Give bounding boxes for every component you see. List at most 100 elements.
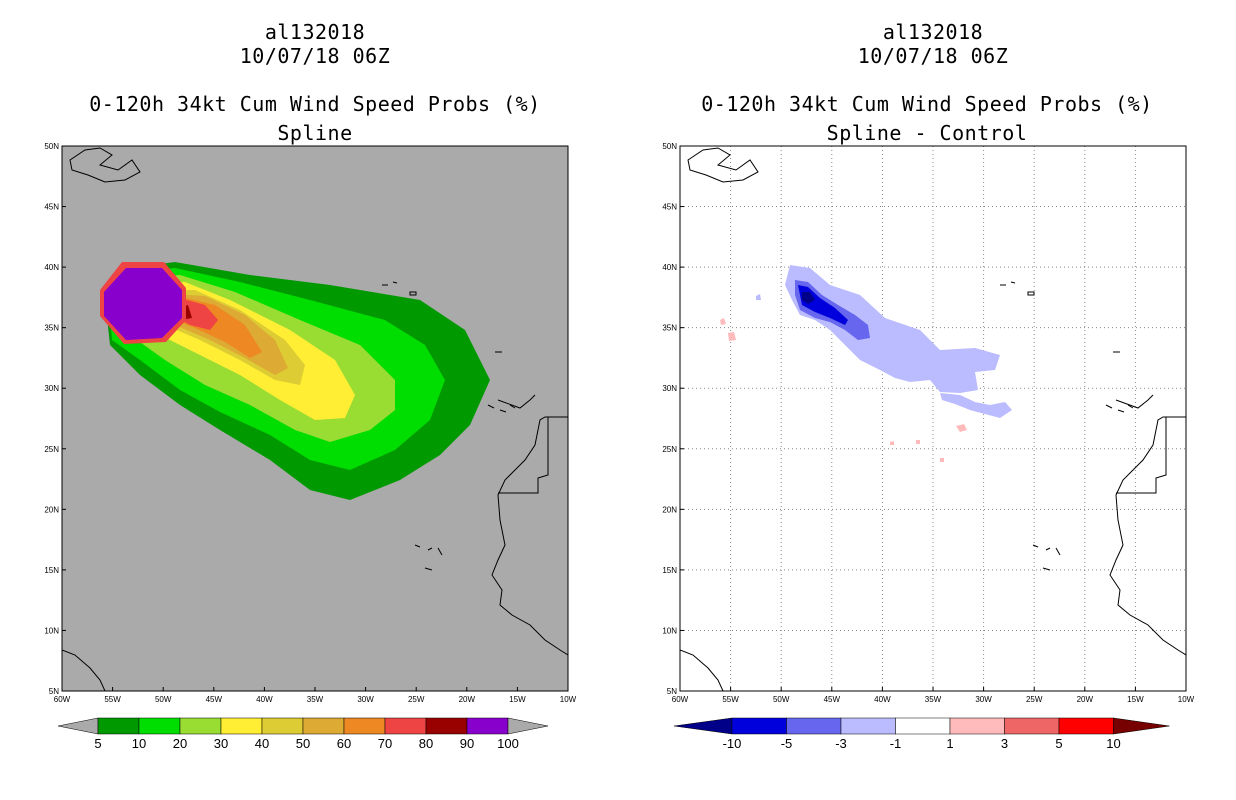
colorbar-label: 20 (173, 736, 187, 751)
colorbar-label: 5 (1055, 736, 1062, 751)
colorbar-label: 3 (1001, 736, 1008, 751)
right-lat-label: 20N (662, 505, 677, 514)
right-lon-label: 25W (1026, 695, 1043, 704)
left-map-frame (61, 145, 569, 692)
right-storm-id: al132018 (882, 20, 984, 44)
right-product-title: 0-120h 34kt Cum Wind Speed Probs (%) (701, 92, 1153, 116)
colorbar-swatch (731, 717, 787, 735)
right-lon-label: 15W (1127, 695, 1144, 704)
colorbar-label: 80 (419, 736, 433, 751)
colorbar-label: -5 (781, 736, 793, 751)
right-lon-label: 35W (925, 695, 942, 704)
diff-pos-6 (940, 458, 944, 462)
right-lat-label: 15N (662, 566, 677, 575)
colorbar-label: 1 (946, 736, 953, 751)
colorbar-label: -10 (723, 736, 742, 751)
colorbar-swatch (895, 717, 951, 735)
colorbar-swatch (1058, 717, 1114, 735)
right-lon-label: 45W (824, 695, 841, 704)
diff-band-neg1-tail (940, 393, 1012, 418)
prob-band-80 (175, 305, 192, 320)
left-lat-label: 35N (44, 324, 59, 333)
right-lon-label: 60W (672, 695, 689, 704)
diff-band-neg1 (785, 265, 1000, 393)
right-lon-label: 55W (722, 695, 739, 704)
colorbar-swatch (261, 717, 304, 735)
diff-neg-dot (756, 294, 761, 300)
left-lon-label: 25W (408, 695, 425, 704)
left-lat-label: 10N (44, 626, 59, 635)
right-lon-ticks: 60W 55W 50W 45W 40W 35W 30W 25W 20W 15W 10W (672, 687, 1195, 704)
prob-band-70 (165, 298, 218, 330)
prob-band-50 (150, 294, 288, 375)
right-map-background (680, 146, 1186, 691)
left-coastlines (62, 147, 568, 691)
colorbar-label: 40 (255, 736, 269, 751)
colorbar-swatch (840, 717, 896, 735)
left-lon-label: 60W (54, 695, 71, 704)
colorbar-label: 50 (296, 736, 310, 751)
colorbar-left-arrow (57, 717, 99, 735)
right-lat-label: 25N (662, 445, 677, 454)
colorbar-right-arrow (507, 717, 549, 735)
prob-band-60 (160, 298, 262, 358)
right-coastlines (680, 147, 1186, 691)
prob-band-20 (115, 275, 395, 442)
right-lon-label: 10W (1178, 695, 1195, 704)
diff-band-neg5 (798, 285, 848, 325)
right-lat-label: 10N (662, 626, 677, 635)
colorbar-label: 5 (94, 736, 101, 751)
right-lon-label: 20W (1077, 695, 1094, 704)
right-lon-label: 50W (773, 695, 790, 704)
colorbar-label: -3 (835, 736, 847, 751)
diff-pos-5 (916, 440, 920, 444)
diff-pos-3 (956, 424, 967, 432)
left-lon-label: 20W (459, 695, 476, 704)
colorbar-swatch (343, 717, 386, 735)
colorbar-label: 10 (1106, 736, 1120, 751)
colorbar-swatch (949, 717, 1005, 735)
colorbar-swatch (466, 717, 509, 735)
colorbar-neg-arrow (673, 717, 733, 735)
colorbar-swatch (786, 717, 842, 735)
colorbar-label: 70 (378, 736, 392, 751)
colorbar-swatch (302, 717, 345, 735)
left-lon-label: 30W (357, 695, 374, 704)
colorbar-label: 30 (214, 736, 228, 751)
right-lat-label: 45N (662, 203, 677, 212)
right-subtitle: Spline - Control (826, 121, 1028, 145)
right-lat-label: 35N (662, 324, 677, 333)
right-lon-label: 30W (975, 695, 992, 704)
right-gridlines (680, 146, 1186, 691)
colorbar-swatch (220, 717, 263, 735)
left-product-title: 0-120h 34kt Cum Wind Speed Probs (%) (89, 92, 541, 116)
colorbar-label: 10 (132, 736, 146, 751)
prob-band-30 (125, 282, 355, 420)
left-map-background (62, 146, 568, 691)
colorbar-label: 90 (460, 736, 474, 751)
prob-band-90-ring (100, 262, 186, 344)
left-lon-label: 10W (560, 695, 577, 704)
left-lat-label: 25N (44, 445, 59, 454)
colorbar-swatch (138, 717, 181, 735)
left-lon-label: 50W (155, 695, 172, 704)
colorbar-label: -1 (890, 736, 902, 751)
diff-pos-4 (890, 441, 894, 445)
prob-band-40 (140, 290, 305, 385)
colorbar-pos-arrow (1113, 717, 1170, 735)
right-datetime: 10/07/18 06Z (857, 44, 1009, 68)
prob-band-100 (104, 268, 182, 340)
left-lon-label: 35W (307, 695, 324, 704)
left-lon-ticks: 60W 55W 50W 45W 40W 35W 30W 25W 20W 15W 10W (54, 687, 577, 704)
right-colorbar: -10 -5 -3 -1 1 3 5 10 (673, 717, 1170, 751)
left-lat-label: 45N (44, 203, 59, 212)
diff-band-neg10 (802, 292, 815, 304)
diff-band-neg3 (795, 280, 870, 340)
right-lat-label: 5N (667, 687, 677, 696)
colorbar-swatch (425, 717, 468, 735)
left-lat-label: 20N (44, 505, 59, 514)
right-lat-label: 40N (662, 263, 677, 272)
left-lon-label: 45W (206, 695, 223, 704)
